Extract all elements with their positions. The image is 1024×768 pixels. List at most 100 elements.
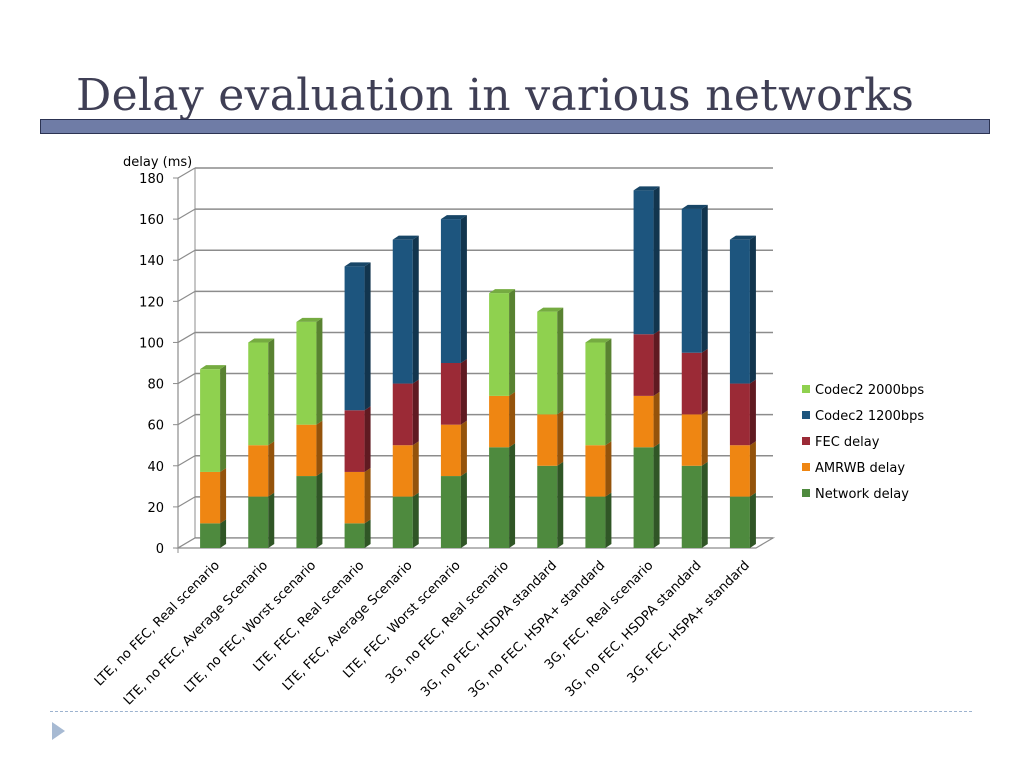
bar-segment-side — [412, 441, 419, 497]
bar-stack — [440, 215, 467, 548]
bar-segment — [248, 445, 269, 497]
bar-segment — [248, 496, 269, 548]
bar-segment-side — [364, 519, 371, 548]
bar-stack — [585, 338, 612, 548]
footer-arrow-icon — [52, 722, 65, 740]
bar-segment — [200, 523, 221, 548]
y-tick-label: 120 — [139, 295, 164, 310]
bar-segment-side — [316, 420, 323, 477]
bar-top-cap — [537, 307, 564, 312]
bar-segment — [489, 293, 510, 396]
bar-segment — [537, 465, 558, 548]
bar-segment — [296, 424, 317, 477]
footer-divider — [50, 711, 972, 712]
bar-segment — [633, 334, 654, 396]
bar-segment-side — [749, 492, 756, 548]
bar-segment-side — [605, 338, 612, 446]
bar-stack — [344, 262, 371, 548]
bar-segment — [248, 342, 269, 446]
bar-segment — [489, 395, 510, 448]
bar-segment — [440, 424, 461, 477]
bar-segment-side — [701, 204, 708, 353]
bar-segment — [537, 414, 558, 466]
bar-segment — [633, 447, 654, 548]
title-rule — [40, 119, 990, 134]
bar-top-cap — [344, 262, 371, 267]
bar-segment-side — [557, 410, 564, 466]
chart-legend: Codec2 2000bps Codec2 1200bps FEC delay AMR… — [802, 383, 924, 502]
bar-segment — [200, 369, 221, 472]
bar-segment — [200, 471, 221, 524]
bar-segment-side — [460, 472, 467, 548]
y-axis-label: delay (ms) — [123, 155, 192, 170]
bar-top-cap — [489, 289, 516, 294]
legend-item: FEC delay — [802, 435, 880, 450]
bar-stack — [248, 338, 275, 548]
bar-segment-side — [653, 443, 660, 548]
bar-segment-side — [749, 379, 756, 446]
bar-segment-side — [412, 235, 419, 384]
gridline-side — [177, 455, 196, 467]
bar-top-cap — [248, 338, 275, 343]
bar-top-cap — [440, 215, 467, 220]
bar-segment-side — [412, 379, 419, 446]
legend-item: Codec2 2000bps — [802, 383, 924, 398]
chart-floor — [175, 537, 776, 549]
bar-stack — [200, 365, 227, 548]
bar-segment-side — [701, 348, 708, 415]
bar-segment — [537, 311, 558, 415]
y-axis-ticks: 0 20 40 60 80 100 120 140 160 180 — [139, 172, 164, 557]
bar-segment-side — [605, 441, 612, 497]
bar-segment — [729, 383, 750, 446]
bar-segment-side — [268, 338, 275, 446]
y-tick-label: 160 — [139, 213, 164, 228]
bar-top-cap — [681, 204, 708, 209]
bar-segment — [633, 190, 654, 335]
bar-segment — [729, 496, 750, 548]
legend-swatch — [802, 385, 810, 393]
bar-top-cap — [392, 235, 419, 240]
chart-grid — [173, 167, 776, 553]
legend-swatch — [802, 437, 810, 445]
bar-segment — [681, 465, 702, 548]
bar-segment-side — [316, 472, 323, 548]
bar-segment-side — [220, 519, 227, 548]
bar-segment-side — [268, 441, 275, 497]
bar-segment-side — [220, 365, 227, 472]
gridline-side — [177, 290, 196, 302]
slide-title: Delay evaluation in various networks — [76, 70, 915, 121]
gridline-side — [177, 414, 196, 426]
bar-segment — [440, 219, 461, 363]
bar-segment — [585, 342, 606, 446]
gridline-side — [177, 208, 196, 220]
bar-stack — [392, 235, 419, 548]
bar-segment-side — [653, 330, 660, 396]
y-tick-label: 40 — [147, 460, 164, 475]
gridline-side — [177, 373, 196, 385]
bar-segment-side — [509, 391, 516, 448]
bar-segment — [392, 496, 413, 548]
bar-segment-side — [364, 406, 371, 472]
bar-top-cap — [296, 317, 323, 322]
bar-segment — [681, 414, 702, 466]
legend-swatch — [802, 411, 810, 419]
bar-segment — [392, 445, 413, 497]
bar-segment — [729, 445, 750, 497]
legend-label: FEC delay — [815, 435, 880, 450]
y-tick-label: 180 — [139, 172, 164, 187]
y-tick-label: 60 — [147, 419, 164, 434]
bar-segment — [681, 208, 702, 353]
legend-item: Network delay — [802, 487, 909, 502]
bar-top-cap — [633, 186, 660, 191]
bar-segment — [392, 239, 413, 384]
legend-label: AMRWB delay — [815, 461, 905, 476]
bar-segment-side — [268, 492, 275, 548]
bar-segment — [681, 352, 702, 415]
bar-segment — [344, 471, 365, 524]
bar-segment — [729, 239, 750, 384]
legend-swatch — [802, 463, 810, 471]
bar-stack — [537, 307, 564, 548]
bar-segment-side — [220, 467, 227, 524]
bar-segment-side — [460, 359, 467, 425]
